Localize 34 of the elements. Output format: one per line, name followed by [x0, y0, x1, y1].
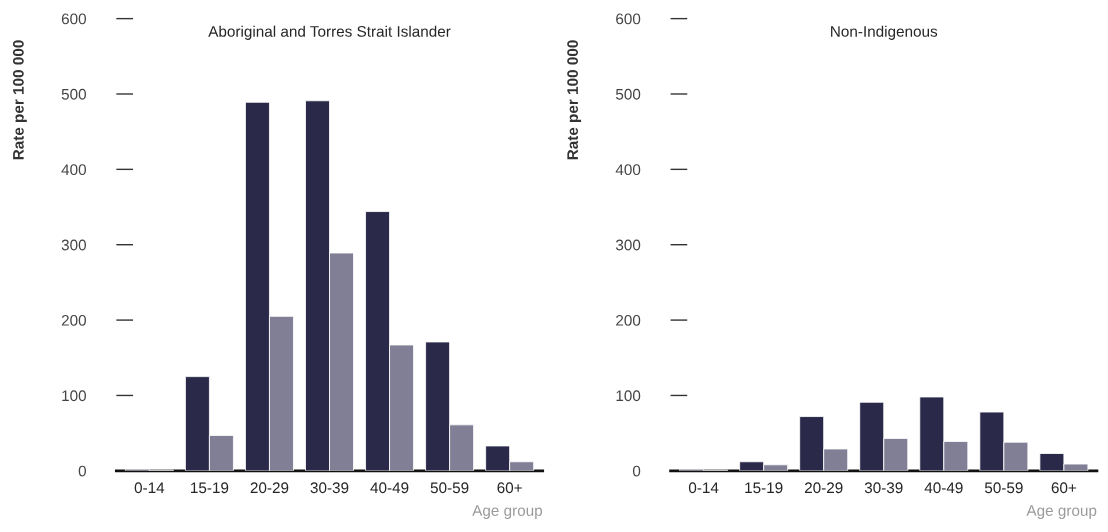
- x-tick-label: 50-59: [430, 482, 469, 494]
- x-axis-title: Age group: [472, 505, 543, 519]
- y-tick-label: 400: [615, 164, 641, 176]
- y-tick-label: 600: [616, 13, 641, 25]
- y-tick-label: 0: [632, 465, 641, 477]
- y-tick-label: 600: [61, 13, 86, 25]
- x-tick-label: 30-39: [864, 482, 903, 494]
- x-tick-label: 50-59: [984, 482, 1023, 494]
- chart-title: Non-Indigenous: [831, 25, 938, 40]
- x-tick-label: 20-29: [250, 482, 289, 494]
- x-tick-label: 15-19: [745, 482, 783, 494]
- y-tick-label: 500: [61, 88, 86, 100]
- y-tick-label: 200: [616, 314, 641, 326]
- x-tick-label: 0-14: [688, 482, 719, 494]
- x-tick-label: 15-19: [191, 482, 229, 494]
- x-axis-title: Age group: [1026, 505, 1097, 519]
- y-tick-label: 0: [78, 465, 86, 477]
- x-tick-label: 40-49: [924, 482, 963, 494]
- y-tick-label: 300: [615, 239, 641, 251]
- y-tick-label: 100: [62, 390, 86, 402]
- y-axis-title: Rate per 100 000: [12, 40, 27, 160]
- x-tick-label: 60+: [1051, 482, 1077, 494]
- y-tick-label: 300: [61, 239, 86, 251]
- chart-title: Aboriginal and Torres Strait Islander: [208, 25, 451, 40]
- x-tick-label: 30-39: [310, 482, 349, 494]
- y-axis-title: Rate per 100 000: [567, 40, 582, 160]
- y-tick-label: 100: [616, 390, 641, 402]
- y-tick-label: 500: [615, 88, 641, 100]
- x-tick-label: 0-14: [134, 482, 165, 494]
- y-tick-label: 400: [61, 164, 86, 176]
- x-tick-label: 20-29: [804, 482, 843, 494]
- y-tick-label: 200: [61, 314, 86, 326]
- x-tick-label: 60+: [497, 482, 522, 494]
- x-tick-label: 40-49: [370, 482, 409, 494]
